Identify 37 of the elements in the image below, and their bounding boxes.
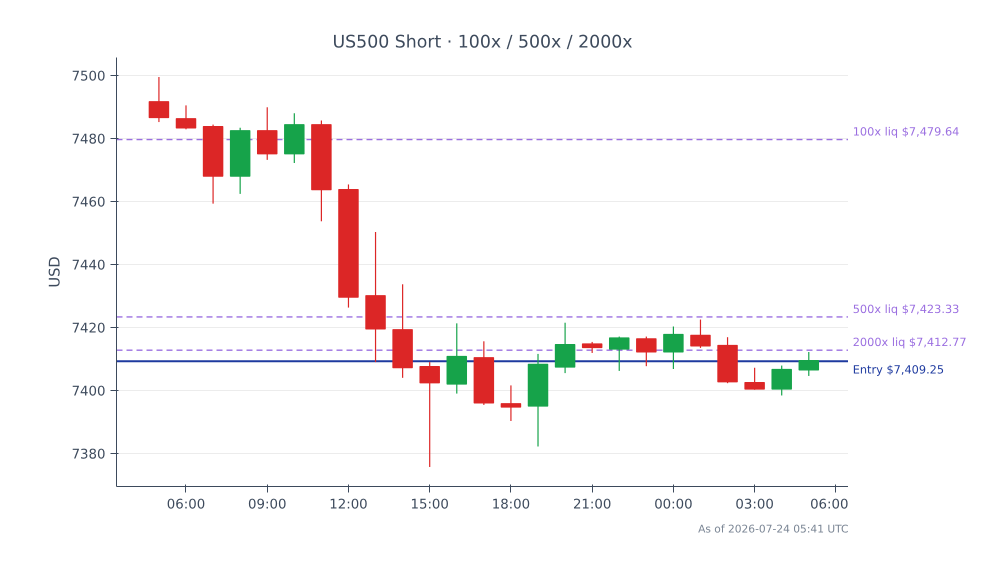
candlestick xyxy=(608,336,630,372)
candlestick xyxy=(419,361,440,468)
ref-line-label: 100x liq $7,479.64 xyxy=(852,124,960,139)
candlestick xyxy=(176,104,196,130)
x-tick-label: 03:00 xyxy=(735,498,774,512)
y-tick-label: 7440 xyxy=(72,258,106,274)
candlestick xyxy=(771,364,792,396)
y-tick-label: 7420 xyxy=(72,321,106,336)
y-tick-label: 7480 xyxy=(72,132,106,148)
candlestick xyxy=(256,106,278,160)
y-tick-label: 7380 xyxy=(72,447,106,462)
y-tick-label: 7400 xyxy=(72,384,106,400)
y-axis-title: USD xyxy=(46,256,64,288)
candlestick xyxy=(690,318,711,349)
text: As of 2026-07-24 05:41 UTC xyxy=(698,522,849,536)
ref-line-label: Entry $7,409.25 xyxy=(852,362,944,376)
ref-line-label: 2000x liq $7,412.77 xyxy=(852,335,967,350)
candlestick xyxy=(636,336,657,367)
x-tick-label: 06:00 xyxy=(166,498,206,512)
chart-title: US500 Short · 100x / 500x / 2000x xyxy=(332,32,633,52)
x-tick-label: 06:00 xyxy=(810,498,849,512)
x-tick-label: 18:00 xyxy=(492,498,530,512)
y-tick-label: 7500 xyxy=(72,69,106,84)
candlestick xyxy=(744,367,765,390)
candlestick xyxy=(554,322,576,374)
ref-line-label: 500x liq $7,423.33 xyxy=(852,302,960,316)
x-tick-label: 00:00 xyxy=(654,498,693,512)
x-tick-label: 12:00 xyxy=(329,498,368,512)
x-tick-label: 09:00 xyxy=(248,498,286,512)
y-tick-label: 7460 xyxy=(72,195,106,210)
candlestick xyxy=(663,326,684,370)
candlestick xyxy=(798,351,820,377)
candlestick xyxy=(148,76,170,123)
candlestick xyxy=(500,384,522,422)
x-tick-label: 21:00 xyxy=(572,498,612,512)
x-tick-label: 15:00 xyxy=(410,498,449,512)
candlestick xyxy=(582,341,602,354)
